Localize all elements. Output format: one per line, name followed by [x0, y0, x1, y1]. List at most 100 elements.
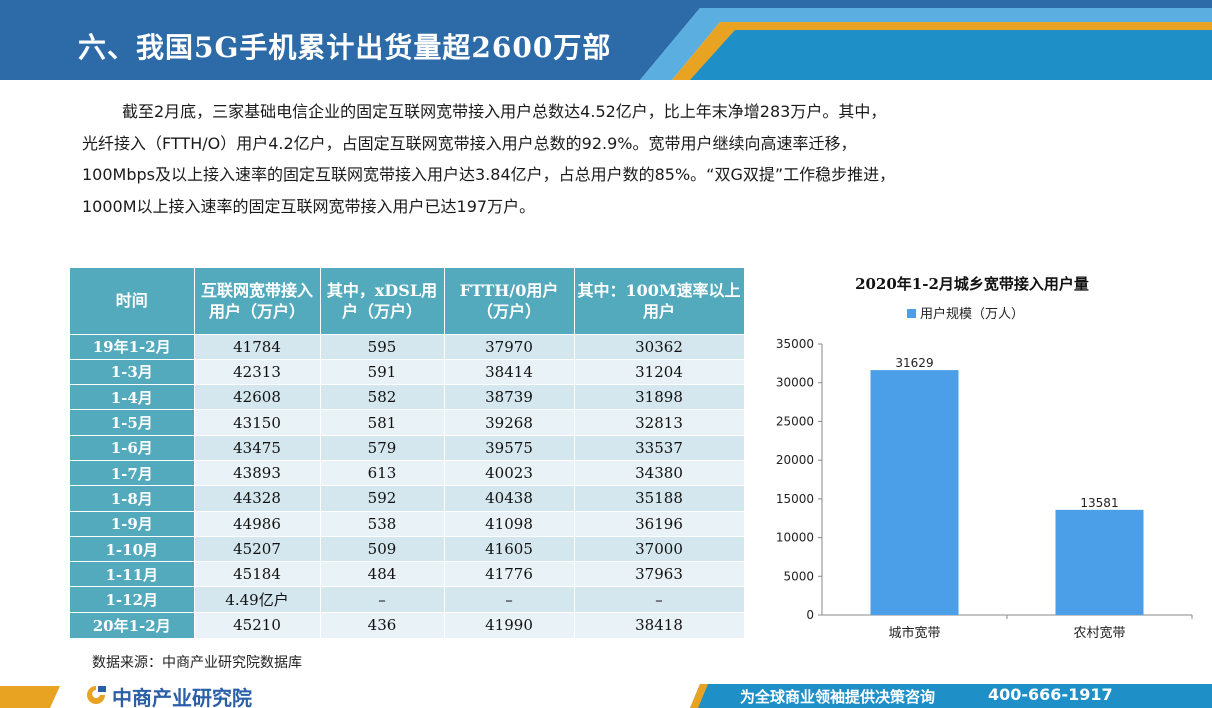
table-cell: 38414	[444, 358, 575, 385]
paragraph-line: 截至2月底，三家基础电信企业的固定互联网宽带接入用户总数达4.52亿户，比上年末…	[122, 102, 887, 121]
table-cell: 41784	[194, 333, 321, 360]
table-cell: 44328	[194, 485, 321, 512]
table-cell: 43150	[194, 409, 321, 436]
y-tick-label: 5000	[783, 569, 814, 583]
brand-name: 中商产业研究院	[112, 686, 252, 708]
body-paragraph: 截至2月底，三家基础电信企业的固定互联网宽带接入用户总数达4.52亿户，比上年末…	[82, 96, 1142, 222]
table-cell: 37000	[574, 535, 745, 562]
table-body: 19年1-2月 41784 595 37970 30362 1-3月 42313 591 384…	[70, 333, 745, 638]
table-cell-time: 20年1-2月	[70, 611, 195, 638]
table-cell: 33537	[574, 434, 745, 461]
table-cell: 31204	[574, 358, 745, 385]
table-cell: 595	[320, 333, 445, 360]
table-cell-time: 1-4月	[70, 384, 195, 410]
table-row: 1-11月 45184 484 41776 37963	[70, 561, 745, 587]
y-tick-label: 35000	[776, 337, 814, 351]
table-cell: 36196	[574, 510, 745, 537]
table-cell: 37963	[574, 561, 745, 587]
paragraph-line: 100Mbps及以上接入速率的固定互联网宽带接入用户达3.84亿户，占总用户数的…	[82, 165, 896, 184]
chart-title: 2020年1-2月城乡宽带接入用户量	[855, 275, 1089, 293]
table-cell: 41098	[444, 510, 575, 537]
table-cell: –	[574, 586, 745, 613]
y-tick-label: 0	[806, 608, 814, 622]
table-cell: 592	[320, 485, 445, 512]
table-cell-time: 1-11月	[70, 561, 195, 587]
table-row: 1-9月 44986 538 41098 36196	[70, 510, 745, 537]
table-row: 1-12月 4.49亿户 – – –	[70, 586, 745, 613]
header-banner: 六、我国5G手机累计出货量超2600万部	[0, 0, 1212, 80]
table-cell: 45207	[194, 535, 321, 562]
table-cell-time: 1-12月	[70, 586, 195, 613]
table-cell: 39268	[444, 409, 575, 436]
header-total-users: 互联网宽带接入用户（万户）	[194, 268, 321, 334]
table-cell: 38739	[444, 384, 575, 410]
bar	[1055, 509, 1144, 615]
data-label: 31629	[895, 356, 933, 370]
table-cell: 613	[320, 459, 445, 486]
data-label: 13581	[1080, 496, 1118, 510]
table-cell: 38418	[574, 611, 745, 638]
header-xdsl-users: 其中，xDSL用户（万户）	[320, 268, 445, 334]
table-row: 19年1-2月 41784 595 37970 30362	[70, 333, 745, 360]
table-cell: 41776	[444, 561, 575, 587]
table-cell: 41990	[444, 611, 575, 638]
table-cell: 538	[320, 510, 445, 537]
table-cell: 32813	[574, 409, 745, 436]
y-tick-label: 10000	[776, 531, 814, 545]
table-cell: 39575	[444, 434, 575, 461]
table-cell: 35188	[574, 485, 745, 512]
table-cell: 42608	[194, 384, 321, 410]
y-tick-label: 25000	[776, 414, 814, 428]
table-cell: 44986	[194, 510, 321, 537]
y-tick-label: 15000	[776, 492, 814, 506]
table-cell: 582	[320, 384, 445, 410]
table-cell: 579	[320, 434, 445, 461]
broadband-table: 时间 互联网宽带接入用户（万户） 其中，xDSL用户（万户） FTTH/0用户（…	[70, 268, 745, 638]
table-row: 1-6月 43475 579 39575 33537	[70, 434, 745, 461]
paragraph-line: 光纤接入（FTTH/O）用户4.2亿户，占固定互联网宽带接入用户总数的92.9%…	[82, 133, 857, 153]
table-cell: 34380	[574, 459, 745, 486]
y-tick-label: 30000	[776, 376, 814, 390]
footer-phone: 400-666-1917	[988, 685, 1113, 704]
table-row: 20年1-2月 45210 436 41990 38418	[70, 611, 745, 638]
table-cell: 45184	[194, 561, 321, 587]
table-cell: 43893	[194, 459, 321, 486]
table-row: 1-5月 43150 581 39268 32813	[70, 409, 745, 436]
table-cell: 42313	[194, 358, 321, 385]
table-cell-time: 1-5月	[70, 409, 195, 436]
table-cell: –	[444, 586, 575, 613]
table-cell: 45210	[194, 611, 321, 638]
footer-background	[0, 684, 1212, 708]
table-row: 1-3月 42313 591 38414 31204	[70, 358, 745, 385]
banner-background	[0, 0, 1212, 80]
header-ftth-users: FTTH/0用户（万户）	[444, 268, 575, 334]
table-cell: 43475	[194, 434, 321, 461]
legend-swatch	[907, 309, 916, 318]
table-cell: 30362	[574, 333, 745, 360]
header-time: 时间	[70, 268, 195, 334]
table-row: 1-8月 44328 592 40438 35188	[70, 485, 745, 512]
table-header-row: 时间 互联网宽带接入用户（万户） 其中，xDSL用户（万户） FTTH/0用户（…	[70, 268, 745, 334]
page-title: 六、我国5G手机累计出货量超2600万部	[78, 31, 612, 64]
table-cell: 40023	[444, 459, 575, 486]
footer-bar	[0, 680, 1212, 708]
x-tick-label: 城市宽带	[888, 625, 940, 641]
table-cell-time: 19年1-2月	[70, 333, 195, 360]
table-row: 1-10月 45207 509 41605 37000	[70, 535, 745, 562]
table-cell: 31898	[574, 384, 745, 410]
table-cell: 4.49亿户	[194, 586, 321, 613]
table-cell: 509	[320, 535, 445, 562]
table-cell-time: 1-8月	[70, 485, 195, 512]
y-tick-label: 20000	[776, 453, 814, 467]
table-row: 1-7月 43893 613 40023 34380	[70, 459, 745, 486]
table-row: 1-4月 42608 582 38739 31898	[70, 384, 745, 410]
brand-logo-icon	[87, 686, 106, 704]
table-cell-time: 1-10月	[70, 535, 195, 562]
table-cell-time: 1-9月	[70, 510, 195, 537]
paragraph-line: 1000M以上接入速率的固定互联网宽带接入用户已达197万户。	[82, 196, 536, 216]
table-cell: –	[320, 586, 445, 613]
header-100m-users: 其中：100M速率以上用户	[574, 268, 745, 334]
table-cell-time: 1-7月	[70, 459, 195, 486]
table-cell: 591	[320, 358, 445, 385]
